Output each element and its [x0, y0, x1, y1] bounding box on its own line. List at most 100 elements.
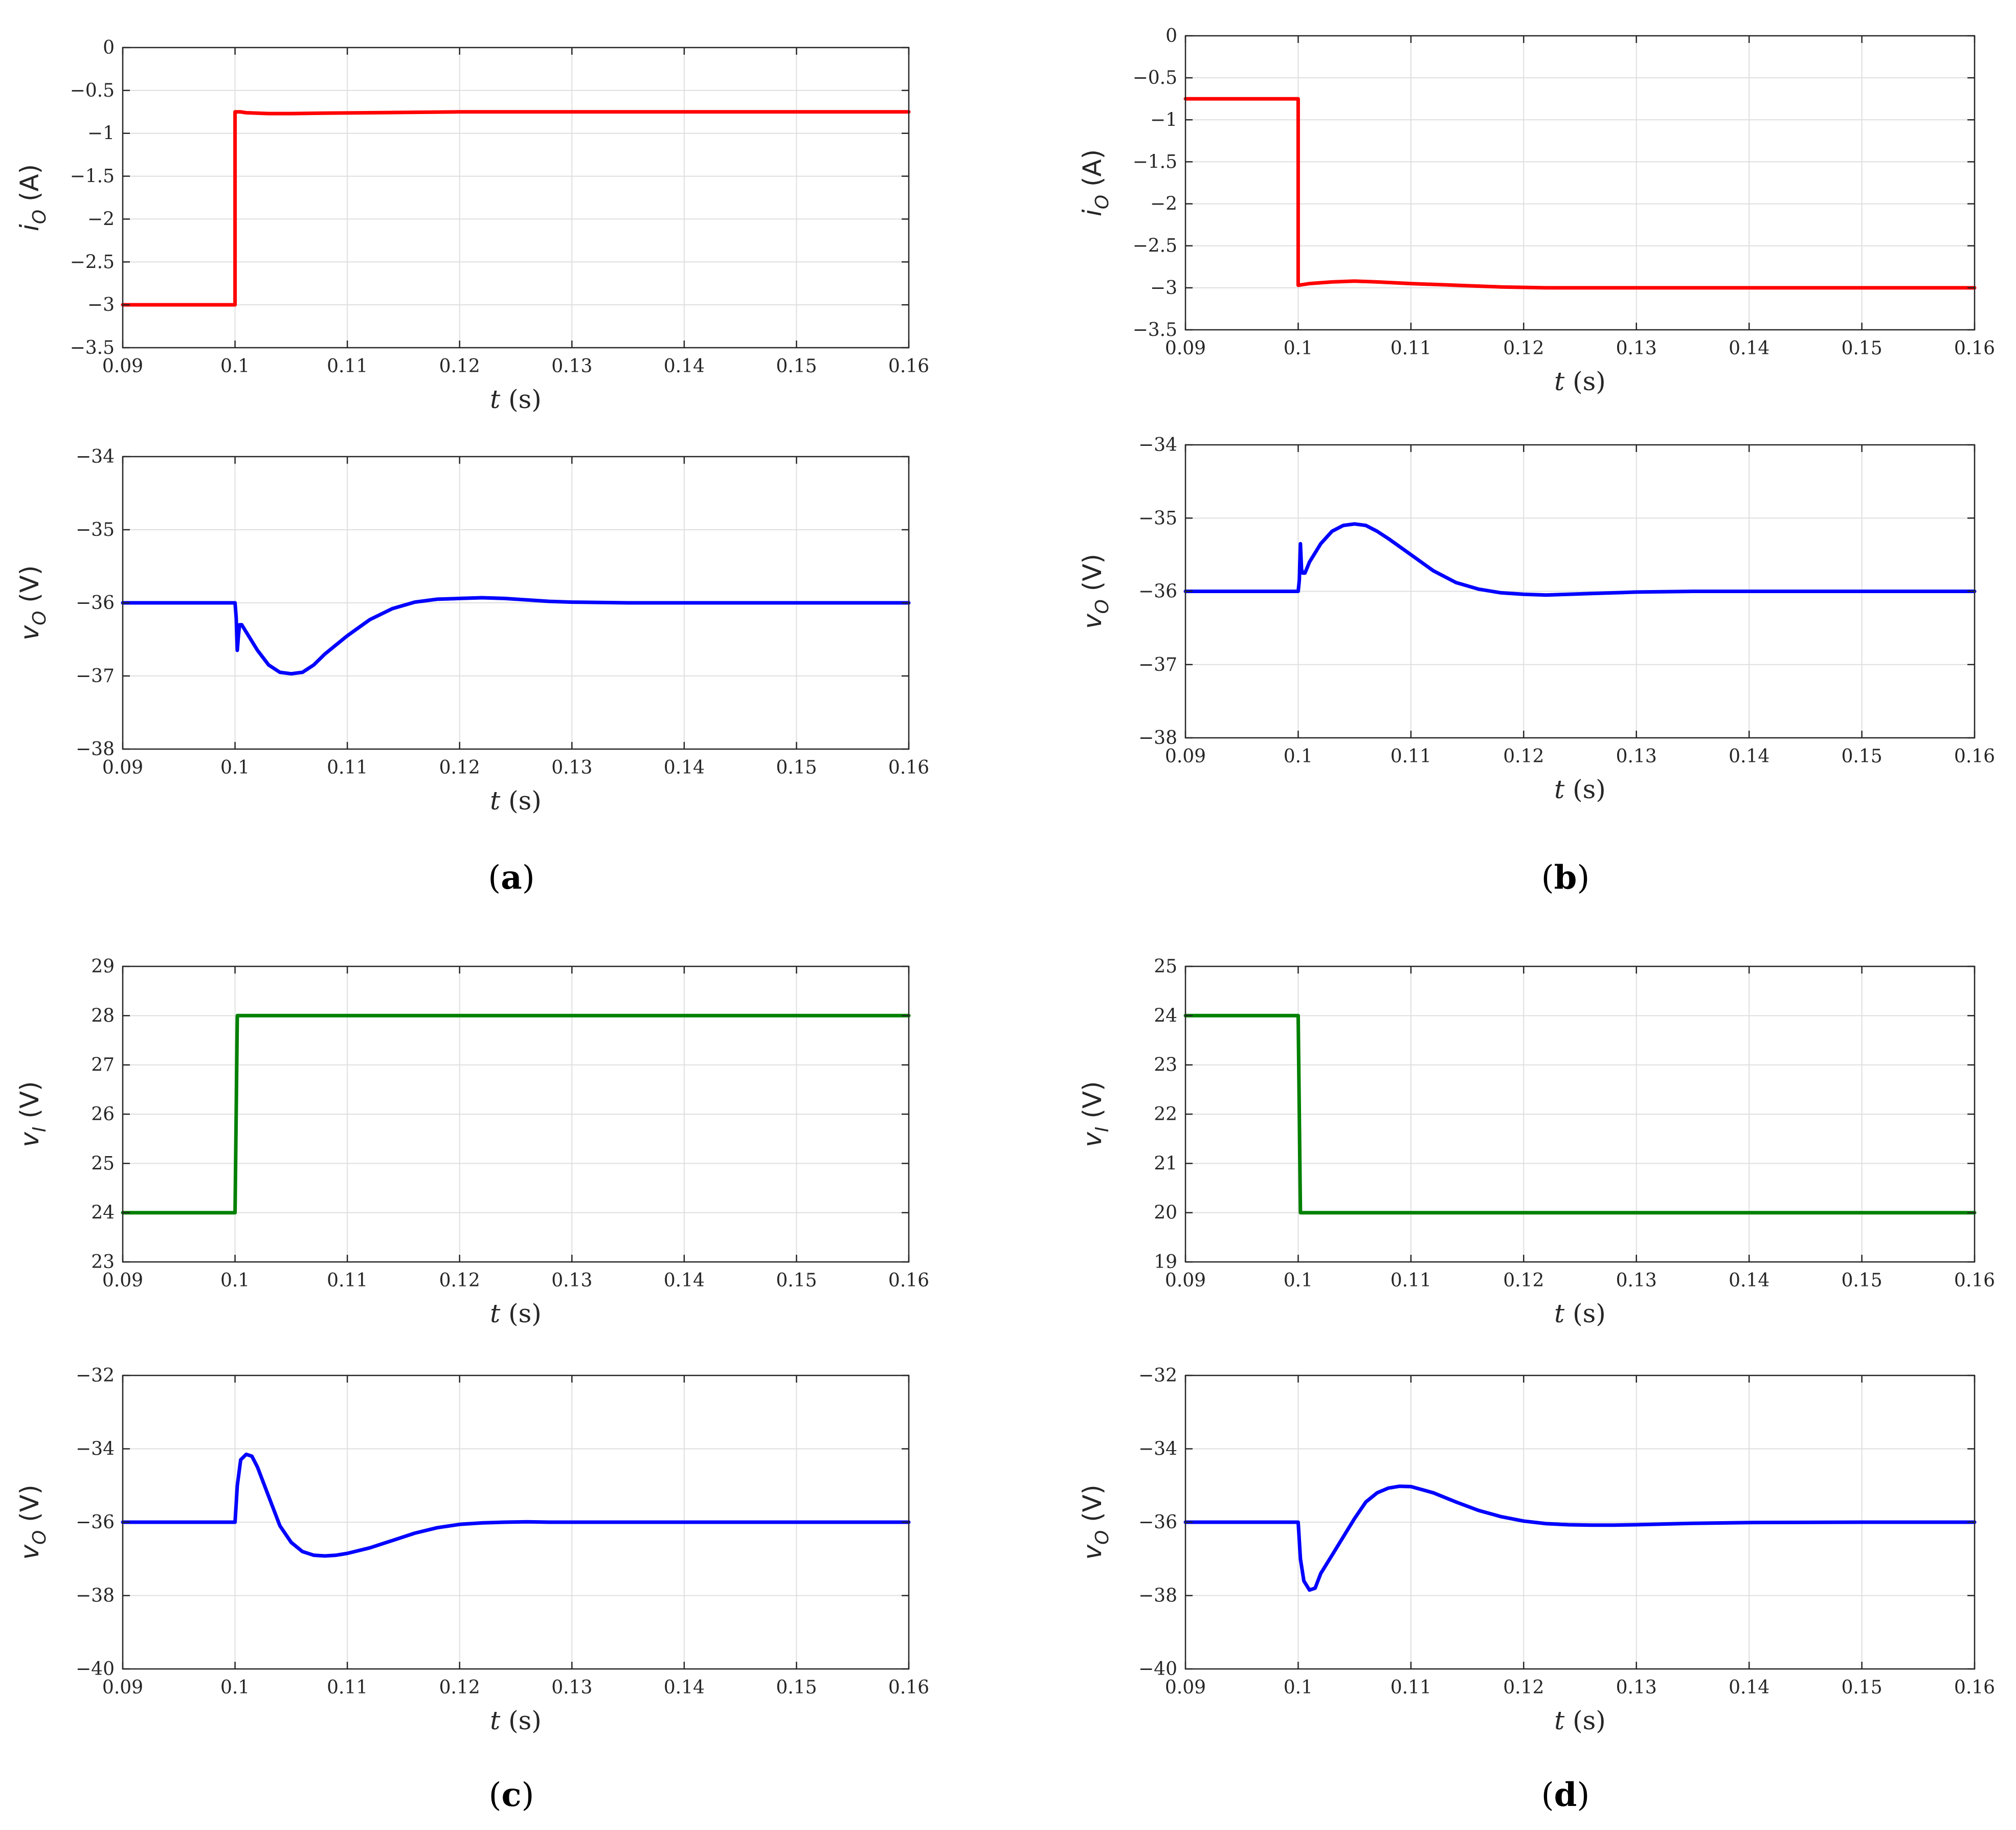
- panel-d-top-plot: 0.09 0.1 0.11 0.12 0.13 0.14 0.15 0.16 25 24 23 22 2…: [1078, 956, 1995, 1328]
- panel-b-top-ytick-label: −2: [1150, 194, 1177, 215]
- panel-d-top-xtick-label: 0.15: [1841, 1270, 1882, 1291]
- panel-d-top-ytick-label: 22: [1154, 1104, 1177, 1125]
- panel-b-bottom-xtick-label: 0.12: [1503, 746, 1544, 767]
- panel-c-bottom-ylabel-var: v: [15, 1544, 44, 1560]
- panel-c-top-plot: 0.09 0.1 0.11 0.12 0.13 0.14 0.15 0.16 29 28 27 26 2…: [15, 956, 929, 1328]
- panel-c-bottom-xtick-label: 0.12: [439, 1677, 480, 1698]
- panel-b-top-plot: 0.09 0.1 0.11 0.12 0.13 0.14 0.15 0.16 0 −0.5 −1 −1…: [1078, 26, 1995, 396]
- panel-c-top-xtick-label: 0.14: [664, 1270, 705, 1291]
- panel-a-top-ytick-label: −3: [87, 295, 115, 315]
- panel-d-bottom-xlabel: t (s): [1554, 1706, 1606, 1735]
- panel-c-bottom-xtick-label: 0.13: [551, 1677, 592, 1698]
- panel-b-top-ytick-label: −1: [1150, 109, 1177, 130]
- panel-b-bottom-ytick-label: −36: [1138, 581, 1177, 602]
- panel-d-top-ytick-label: 21: [1154, 1153, 1177, 1174]
- panel-a-top-xtick-label: 0.13: [551, 356, 592, 377]
- panel-c-bottom-xtick-label: 0.1: [220, 1677, 250, 1698]
- panel-label-d: d: [1554, 1776, 1577, 1814]
- panel-a-bottom-xtick-label: 0.11: [327, 757, 368, 778]
- panel-d-top-ylabel-sub: I: [1092, 1126, 1113, 1132]
- panel-a-top-ytick-label: 0: [103, 37, 115, 58]
- panel-caption-b: (b): [1541, 858, 1590, 897]
- panel-a-bottom-xlabel-var: t: [490, 786, 501, 816]
- panel-b-top-ytick-label: −0.5: [1133, 67, 1177, 88]
- panel-d-bottom-ytick-label: −36: [1138, 1512, 1177, 1533]
- panel-b-top-xtick-label: 0.09: [1165, 338, 1206, 359]
- panel-a-bottom-xtick-label: 0.12: [439, 757, 480, 778]
- panel-a-bottom-xtick-label: 0.09: [102, 757, 143, 778]
- panel-a-bottom-xtick-label: 0.15: [776, 757, 817, 778]
- panel-d-top-ylabel: vI (V): [1078, 1081, 1113, 1147]
- panel-d-top-ytick-label: 25: [1154, 956, 1177, 977]
- panel-d-top-xtick-label: 0.16: [1954, 1270, 1995, 1291]
- panel-a-top-xtick-label: 0.16: [888, 356, 929, 377]
- panel-b-bottom-ylabel-unit: (V): [1078, 554, 1107, 599]
- panel-b-top-xlabel: t (s): [1554, 367, 1606, 396]
- panel-d-bottom-xtick-label: 0.15: [1841, 1677, 1882, 1698]
- panel-b-bottom-xtick-label: 0.11: [1391, 746, 1431, 767]
- panel-c-bottom-xlabel-var: t: [490, 1706, 501, 1735]
- panel-a-top-ytick-label: −1: [87, 123, 115, 144]
- panel-a-bottom-ytick-label: −34: [76, 446, 115, 467]
- panel-c-bottom-xtick-label: 0.09: [102, 1677, 143, 1698]
- panel-b-top-xtick-label: 0.15: [1841, 338, 1882, 359]
- panel-d-bottom-ytick-label: −32: [1138, 1365, 1177, 1386]
- panel-b-bottom-ylabel-var: v: [1078, 613, 1107, 629]
- panel-caption-d: (d): [1541, 1776, 1590, 1814]
- panel-a-top-plot: 0.09 0.1 0.11 0.12 0.13 0.14 0.15 0.16 0 −0.5 −1 −1…: [15, 37, 929, 414]
- panel-b-bottom-ytick-label: −37: [1138, 654, 1177, 675]
- panel-c-top-ytick-label: 28: [91, 1005, 115, 1026]
- panel-b-top-ytick-label: −1.5: [1133, 151, 1177, 172]
- panel-b-bottom-xlabel-unit: (s): [1564, 775, 1606, 804]
- panel-b-bottom-xtick-label: 0.15: [1841, 746, 1882, 767]
- panel-b-top-ytick-label: −3: [1150, 278, 1177, 299]
- panel-a-bottom-xtick-label: 0.14: [664, 757, 705, 778]
- panel-c-bottom-ylabel-sub: O: [29, 1530, 50, 1545]
- panel-d-bottom-ytick-label: −38: [1138, 1586, 1177, 1607]
- panel-a-bottom-ytick-label: −36: [76, 593, 115, 614]
- panel-d-bottom-xtick-label: 0.09: [1165, 1677, 1206, 1698]
- panel-a-top-ytick-label: −2.5: [70, 252, 115, 273]
- panel-b-top-xtick-label: 0.1: [1284, 338, 1313, 359]
- panel-d-bottom-ytick-label: −40: [1138, 1659, 1177, 1680]
- panel-d-top-xtick-label: 0.14: [1729, 1270, 1769, 1291]
- panel-b-top-axes-box: [1184, 35, 1976, 331]
- panel-d-top-ytick-label: 20: [1154, 1203, 1177, 1224]
- panel-d-bottom-ylabel-sub: O: [1092, 1530, 1113, 1545]
- panel-b-bottom-ylabel: vO (V): [1078, 554, 1113, 629]
- panel-c-bottom-ytick-label: −32: [76, 1365, 115, 1386]
- panel-a-top-xlabel-unit: (s): [500, 385, 542, 414]
- panel-label-b: b: [1554, 858, 1577, 897]
- panel-a-bottom-series-line: [121, 596, 911, 676]
- panel-b-top-ytick-label: 0: [1166, 26, 1177, 47]
- panel-b-bottom-ytick-label: −38: [1138, 728, 1177, 749]
- panel-a-bottom-xlabel-unit: (s): [500, 786, 542, 816]
- panel-b-top-xtick-label: 0.12: [1503, 338, 1544, 359]
- panel-c-top-ylabel-var: v: [15, 1132, 44, 1147]
- panel-a-top-ytick-label: −3.5: [70, 337, 115, 358]
- panel-a-bottom-ytick-label: −37: [76, 666, 115, 687]
- panel-d-top-xtick-label: 0.13: [1616, 1270, 1657, 1291]
- panel-a-top-xlabel: t (s): [490, 385, 542, 414]
- panel-a-bottom-ylabel-unit: (V): [15, 565, 44, 611]
- panel-b-bottom-xtick-label: 0.14: [1729, 746, 1769, 767]
- panel-b-top-xlabel-unit: (s): [1564, 367, 1606, 396]
- panel-c-top-ylabel: vI (V): [15, 1081, 50, 1147]
- panel-b-bottom-xlabel: t (s): [1554, 775, 1606, 804]
- panel-a-top-xtick-label: 0.15: [776, 356, 817, 377]
- panel-b-bottom-ytick-label: −35: [1138, 508, 1177, 529]
- panel-a-bottom-ytick-label: −38: [76, 739, 115, 760]
- panel-d-top-xlabel-unit: (s): [1564, 1299, 1606, 1328]
- panel-c-top-xlabel-unit: (s): [500, 1299, 542, 1328]
- panel-c-top-xtick-label: 0.16: [888, 1270, 929, 1291]
- panel-d-bottom-plot: 0.09 0.1 0.11 0.12 0.13 0.14 0.15 0.16 −32 −34 −36…: [1078, 1365, 1995, 1735]
- panel-c-bottom-ylabel-unit: (V): [15, 1484, 44, 1530]
- panel-a-top-ylabel-unit: (A): [15, 164, 44, 210]
- panel-c-bottom-xtick-label: 0.11: [327, 1677, 368, 1698]
- panel-d-top-ytick-label: 19: [1154, 1252, 1177, 1273]
- panel-a-bottom-xtick-label: 0.13: [551, 757, 592, 778]
- panel-c-top-xtick-label: 0.11: [327, 1270, 368, 1291]
- panel-b-top-ytick-label: −3.5: [1133, 320, 1177, 341]
- panel-b-top-xtick-label: 0.11: [1391, 338, 1431, 359]
